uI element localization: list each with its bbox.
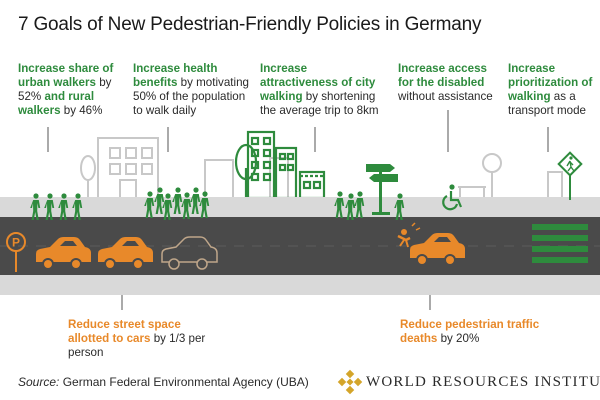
goal-text: by motivating 50% of the population to w…: [133, 76, 249, 117]
wheelchair-icon: [442, 184, 463, 211]
crash-car-icon: [397, 222, 465, 266]
goal-highlight: Increase prioritization of walking: [508, 62, 593, 103]
parking-icon: P: [6, 232, 26, 272]
signpost-icon: [366, 164, 398, 215]
top-sidewalk: [0, 197, 600, 217]
goal-traffic-deaths: Reduce pedestrian traffic deaths by 20%: [400, 318, 540, 346]
goal-highlight: Increase attractiveness of city walking: [260, 62, 376, 103]
source-text: German Federal Environmental Agency (UBA…: [59, 375, 309, 389]
goal-text: by 52%: [18, 76, 112, 103]
wri-logo-icon: [337, 369, 363, 395]
leader-lines: [47, 110, 549, 310]
page-title: 7 Goals of New Pedestrian-Friendly Polic…: [18, 14, 482, 35]
svg-text:P: P: [12, 236, 20, 250]
goal-highlight: Reduce pedestrian traffic deaths: [400, 318, 540, 345]
goal-highlight: Increase health benefits: [133, 62, 218, 89]
brand-name: WORLD RESOURCES INSTITUTE: [366, 374, 600, 390]
goal-highlight: Reduce street space allotted to cars: [68, 318, 181, 345]
goal-highlight: and rural walkers: [18, 90, 95, 117]
goal-text: by shortening the average trip to 8km: [260, 90, 379, 117]
source-note: Source: German Federal Environmental Age…: [18, 375, 309, 389]
goal-urban-rural-walkers: Increase share of urban walkers by 52% a…: [18, 62, 130, 118]
goal-street-space: Reduce street space allotted to cars by …: [68, 318, 218, 360]
goal-city-walking: Increase attractiveness of city walking …: [260, 62, 388, 118]
background-buildings: [80, 137, 563, 199]
goal-text: by 1/3 per person: [68, 332, 206, 359]
green-buildings: [234, 130, 326, 200]
crossing-sign-icon: [557, 151, 583, 200]
car-icon: [98, 237, 153, 270]
road: [0, 217, 600, 275]
goal-text: by 20%: [437, 332, 480, 345]
car-icon: [36, 237, 91, 270]
goal-text: as a transport mode: [508, 90, 586, 117]
goal-disabled-access: Increase access for the disabled without…: [398, 62, 498, 104]
goal-highlight: Increase share of urban walkers: [18, 62, 114, 89]
bottom-sidewalk: [0, 275, 600, 295]
goal-health-benefits: Increase health benefits by motivating 5…: [133, 62, 253, 118]
car-outline-icon: [161, 236, 218, 270]
source-label: Source:: [18, 375, 60, 389]
goal-highlight: Increase access for the disabled: [398, 62, 487, 89]
goal-prioritization: Increase prioritization of walking as a …: [508, 62, 596, 118]
goal-text: by 46%: [60, 104, 103, 117]
goal-text: without assistance: [398, 90, 493, 103]
crosswalk: [532, 224, 588, 263]
